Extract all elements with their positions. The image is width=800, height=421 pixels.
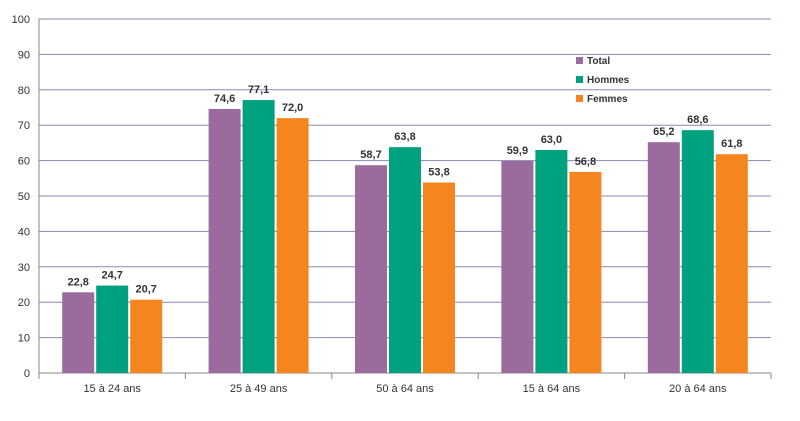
bar-total-2 (355, 165, 387, 373)
data-label: 24,7 (101, 270, 122, 282)
bar-total-4 (647, 142, 680, 373)
x-tick-label: 50 à 64 ans (376, 383, 434, 395)
data-label: 61,8 (721, 138, 742, 150)
y-tick-label: 100 (12, 14, 30, 26)
bars (62, 100, 748, 374)
bar-hommes-1 (242, 100, 275, 373)
x-tick-label: 20 à 64 ans (669, 383, 727, 395)
y-tick-label: 40 (18, 226, 30, 238)
y-tick-label: 20 (18, 297, 30, 309)
data-label: 53,8 (428, 167, 449, 179)
data-label: 65,2 (653, 126, 674, 138)
data-label: 56,8 (575, 156, 596, 168)
data-label: 72,0 (282, 102, 303, 114)
legend-swatch-total (576, 57, 583, 64)
x-tick-label: 25 à 49 ans (230, 383, 288, 395)
bar-total-3 (501, 160, 534, 373)
y-tick-label: 10 (18, 333, 30, 345)
y-tick-label: 90 (18, 49, 30, 61)
bar-total-1 (208, 108, 241, 373)
bar-total-0 (62, 292, 95, 373)
data-label: 74,6 (214, 93, 235, 105)
y-axis-ticks: 0 10 20 30 40 50 60 70 80 90 100 (12, 14, 30, 380)
legend: Total Hommes Femmes (576, 56, 630, 105)
data-label: 58,7 (360, 149, 381, 161)
y-tick-label: 50 (18, 191, 30, 203)
bar-femmes-0 (130, 299, 163, 373)
bar-femmes-2 (423, 182, 455, 373)
y-tick-label: 80 (18, 85, 30, 97)
data-label: 63,8 (394, 131, 415, 143)
data-label: 63,0 (541, 134, 562, 146)
legend-label-femmes: Femmes (587, 94, 628, 105)
bar-femmes-3 (569, 171, 602, 373)
x-tick-label: 15 à 24 ans (83, 383, 141, 395)
bar-hommes-0 (96, 285, 129, 373)
data-labels: 22,8 24,7 20,7 74,6 77,1 72,0 58,7 63,8 53,8 59,9… (67, 84, 742, 296)
data-label: 22,8 (67, 276, 88, 288)
y-tick-label: 70 (18, 120, 30, 132)
y-tick-label: 60 (18, 156, 30, 168)
y-tick-label: 0 (24, 368, 30, 380)
bar-hommes-3 (535, 149, 568, 373)
y-tick-label: 30 (18, 262, 30, 274)
x-tick-label: 15 à 64 ans (523, 383, 581, 395)
data-label: 20,7 (135, 284, 156, 296)
x-axis-ticks: 15 à 24 ans 25 à 49 ans 50 à 64 ans 15 à 64… (83, 383, 727, 395)
legend-swatch-hommes (576, 76, 583, 83)
data-label: 77,1 (248, 84, 269, 96)
data-label: 68,6 (687, 114, 708, 126)
legend-label-total: Total (587, 56, 610, 67)
bar-hommes-4 (681, 130, 714, 373)
data-label: 59,9 (507, 145, 528, 157)
legend-label-hommes: Hommes (587, 75, 630, 86)
bar-femmes-4 (715, 154, 748, 373)
bar-hommes-2 (389, 147, 421, 373)
bar-femmes-1 (276, 118, 309, 374)
legend-swatch-femmes (576, 95, 583, 102)
